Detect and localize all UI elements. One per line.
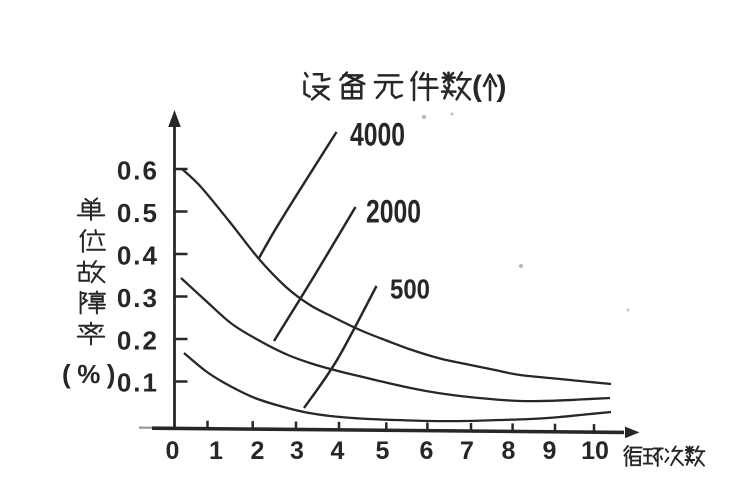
svg-text:2000: 2000 [366, 194, 421, 230]
svg-text:500: 500 [390, 274, 430, 305]
svg-text:(: ( [472, 70, 482, 103]
svg-text:1: 1 [209, 437, 223, 465]
svg-text:0.4: 0.4 [117, 240, 159, 270]
svg-text:0.3: 0.3 [117, 283, 159, 313]
svg-text:0.1: 0.1 [117, 367, 159, 397]
svg-text:5: 5 [376, 437, 390, 465]
svg-text:6: 6 [420, 437, 434, 465]
svg-text:8: 8 [502, 437, 516, 465]
svg-text:0.2: 0.2 [117, 325, 159, 355]
svg-text:2: 2 [251, 437, 265, 465]
svg-text:0.6: 0.6 [117, 155, 159, 185]
svg-text:0: 0 [166, 437, 180, 465]
svg-text:3: 3 [290, 437, 304, 465]
svg-text:(%): (%) [62, 359, 122, 389]
svg-text:10: 10 [581, 437, 609, 465]
svg-text:0.5: 0.5 [117, 198, 159, 228]
svg-text:4000: 4000 [350, 117, 405, 153]
svg-text:7: 7 [460, 437, 474, 465]
svg-text:9: 9 [543, 437, 557, 465]
svg-text:4: 4 [331, 437, 345, 465]
svg-text:): ) [497, 70, 507, 103]
